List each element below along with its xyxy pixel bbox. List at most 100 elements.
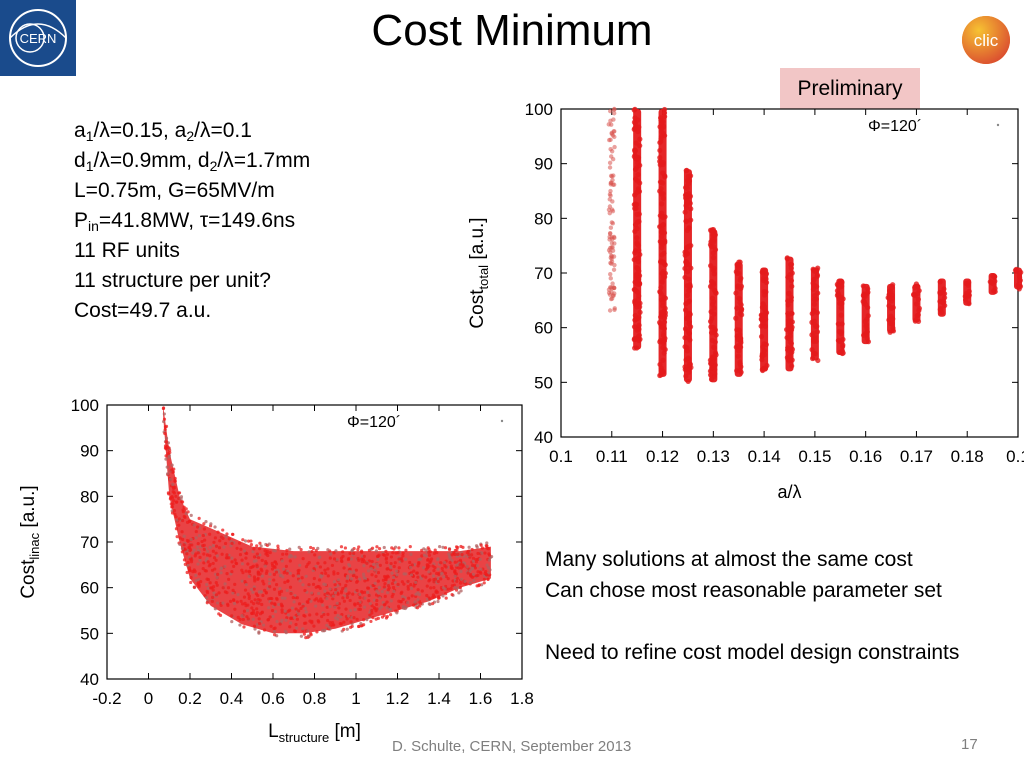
data-point (183, 562, 187, 566)
data-point (231, 588, 235, 592)
data-point (236, 592, 240, 597)
data-point (373, 568, 377, 572)
data-point (255, 601, 259, 605)
data-point (712, 367, 718, 373)
data-point (339, 591, 343, 595)
data-point (637, 309, 643, 315)
data-point (376, 579, 380, 583)
parameter-text: /λ=0.9mm, d (93, 149, 210, 172)
data-point (759, 357, 765, 363)
data-point (376, 554, 380, 558)
data-point (612, 262, 617, 268)
data-point (265, 569, 269, 573)
data-point (708, 263, 714, 269)
data-point (350, 548, 355, 552)
data-point (355, 588, 359, 593)
data-point (230, 532, 235, 536)
data-point (249, 587, 254, 592)
data-point (270, 601, 274, 605)
data-point (632, 106, 638, 112)
data-point (369, 619, 373, 624)
x-tick-label: -0.2 (92, 689, 121, 708)
data-point (230, 569, 234, 574)
data-point (433, 548, 437, 552)
data-point (991, 288, 997, 294)
data-point (399, 591, 403, 595)
data-point (708, 360, 714, 366)
data-point (204, 520, 208, 524)
data-point (635, 160, 641, 166)
data-point (171, 470, 175, 474)
data-point (453, 569, 457, 573)
data-point (307, 583, 311, 587)
data-point (171, 502, 175, 506)
data-point (428, 560, 432, 565)
data-point (708, 324, 714, 330)
data-point (215, 601, 220, 605)
data-point (761, 275, 767, 281)
data-point (480, 583, 484, 587)
data-point (447, 547, 452, 552)
data-point (425, 584, 429, 588)
data-point (431, 593, 435, 597)
data-point (292, 615, 297, 620)
data-point (657, 147, 663, 154)
y-tick-label: 80 (534, 209, 553, 228)
data-point (280, 559, 284, 563)
data-point (483, 551, 487, 555)
data-point (633, 274, 640, 281)
data-point (185, 570, 189, 575)
data-point (637, 143, 643, 149)
data-point (289, 621, 293, 625)
data-point (401, 597, 405, 601)
data-point (386, 567, 390, 571)
data-point (292, 600, 296, 604)
data-point (450, 566, 454, 571)
legend-marker (996, 123, 1000, 127)
data-point (201, 533, 205, 538)
data-point (395, 573, 399, 577)
data-point (246, 592, 250, 596)
data-point (317, 578, 322, 582)
cern-logo: CERN (0, 0, 76, 76)
data-point (182, 543, 186, 547)
data-point (363, 596, 367, 600)
data-point (410, 586, 414, 590)
y-tick-label: 90 (534, 155, 553, 174)
data-point (253, 577, 257, 581)
data-point (426, 558, 430, 562)
data-point (226, 586, 231, 590)
data-point (215, 554, 219, 558)
data-point (300, 576, 304, 580)
data-point (270, 563, 275, 568)
data-point (288, 547, 292, 551)
data-point (637, 180, 643, 186)
data-point (345, 579, 349, 583)
data-point (835, 282, 841, 289)
data-point (408, 545, 412, 549)
data-point (170, 511, 175, 515)
data-point (228, 599, 233, 603)
data-point (684, 204, 690, 211)
data-point (251, 590, 255, 594)
scatter-points (161, 406, 494, 640)
data-point (478, 557, 482, 561)
data-point (658, 191, 664, 197)
data-point (404, 557, 408, 561)
data-point (737, 367, 743, 373)
data-point (221, 601, 225, 605)
data-point (180, 518, 185, 523)
data-point (244, 556, 248, 560)
data-point (202, 527, 206, 531)
data-point (376, 571, 381, 575)
data-point (272, 633, 277, 637)
data-point (454, 563, 459, 567)
data-point (291, 574, 295, 578)
data-point (684, 348, 690, 354)
data-point (164, 436, 169, 440)
data-point (335, 558, 339, 562)
data-point (608, 108, 613, 114)
data-point (401, 551, 405, 555)
data-point (391, 575, 396, 579)
data-point (607, 292, 613, 297)
